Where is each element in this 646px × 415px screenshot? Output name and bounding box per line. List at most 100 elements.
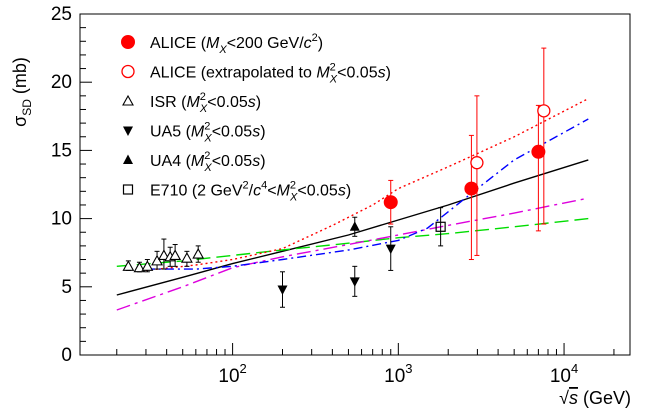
legend-label-part: ) bbox=[256, 94, 261, 111]
legend-label-part: E710 (2 GeV bbox=[150, 183, 243, 200]
legend-label-part: ) bbox=[346, 183, 351, 200]
legend-marker-e710 bbox=[122, 184, 134, 195]
data-point bbox=[277, 285, 288, 296]
y-tick-label: 20 bbox=[51, 72, 72, 93]
legend-label-part: X bbox=[289, 192, 298, 204]
y-axis-title-sigma: σ bbox=[10, 116, 30, 127]
legend-label-part: < bbox=[267, 183, 276, 200]
legend-label-part: <0.05 bbox=[207, 94, 248, 111]
legend-label-part: M bbox=[191, 124, 205, 141]
legend-label-part: M bbox=[277, 183, 291, 200]
x-tick-exp: 2 bbox=[240, 361, 247, 376]
legend-label-part: s bbox=[248, 94, 256, 111]
legend-label-part: 2 bbox=[243, 180, 249, 192]
y-tick-label: 25 bbox=[51, 4, 72, 25]
curves-layer bbox=[116, 97, 589, 311]
x-tick-exp: 4 bbox=[571, 361, 578, 376]
x-tick-base: 10 bbox=[218, 366, 239, 387]
legend-label-part: s bbox=[338, 183, 346, 200]
legend-label-alice: ALICE (MX<200 GeV/c2) bbox=[150, 32, 323, 56]
legend-marker-isr bbox=[122, 94, 134, 106]
y-tick-label: 10 bbox=[51, 209, 72, 230]
data-point bbox=[435, 221, 446, 232]
data-point bbox=[122, 260, 135, 271]
x-axis-title: √s (GeV) bbox=[559, 388, 631, 408]
legend-entry-isr: ISR (M2 X<0.05s) bbox=[122, 91, 261, 115]
x-axis-title-sqrt: √ bbox=[559, 388, 569, 408]
legend-label-part: 2 bbox=[290, 180, 296, 192]
data-point bbox=[470, 156, 484, 170]
legend-label-part: <0.05 bbox=[297, 183, 338, 200]
legend-label-part: s bbox=[378, 65, 386, 82]
x-tick-label: 103 bbox=[384, 361, 412, 387]
legend: ALICE (MX<200 GeV/c2)ALICE (extrapolated… bbox=[121, 32, 391, 204]
series-alice_extrap bbox=[470, 47, 551, 256]
series-alice bbox=[383, 104, 546, 261]
legend-entry-alice_extrap: ALICE (extrapolated to M2 X<0.05s) bbox=[121, 62, 391, 86]
legend-label-part: X bbox=[203, 133, 212, 145]
data-point bbox=[157, 249, 170, 260]
data-point bbox=[531, 144, 546, 159]
legend-label-part: <200 GeV/ bbox=[227, 35, 305, 52]
legend-label-part: c bbox=[304, 35, 312, 52]
legend-entry-e710: E710 (2 GeV2/c4<M2 X<0.05s) bbox=[122, 180, 351, 204]
legend-label-part: 2 bbox=[330, 62, 336, 74]
curve-green-dashed bbox=[116, 217, 589, 267]
curve-magenta-dashdot bbox=[116, 197, 589, 311]
x-tick-label: 104 bbox=[550, 361, 578, 387]
legend-label-part: c bbox=[253, 183, 261, 200]
data-point bbox=[151, 254, 163, 266]
y-axis-title: σSD (mb) bbox=[10, 57, 34, 127]
legend-label-part: 2 bbox=[204, 150, 210, 162]
curve-blue-dashdot bbox=[145, 118, 589, 270]
x-axis: 102 103 104 bbox=[116, 343, 615, 387]
legend-marker-ua4 bbox=[123, 154, 133, 164]
legend-label-part: X bbox=[218, 44, 227, 56]
legend-label-part: ) bbox=[260, 153, 265, 170]
legend-label-part: M bbox=[206, 35, 220, 52]
legend-label-part: M bbox=[191, 153, 205, 170]
legend-label-e710: E710 (2 GeV2/c4<M2 X<0.05s) bbox=[150, 180, 351, 204]
legend-label-part: <0.05 bbox=[212, 124, 253, 141]
curve-red-dotted bbox=[145, 97, 589, 272]
data-point bbox=[385, 244, 396, 255]
series-isr bbox=[122, 238, 205, 273]
legend-label-part: M bbox=[186, 94, 200, 111]
series-e710 bbox=[435, 207, 446, 247]
y-tick-label: 0 bbox=[61, 345, 72, 366]
data-point bbox=[464, 181, 479, 196]
legend-label-part: s bbox=[252, 153, 260, 170]
legend-label-part: UA4 ( bbox=[150, 153, 192, 170]
points-layer bbox=[122, 47, 551, 308]
legend-label-part: UA5 ( bbox=[150, 124, 192, 141]
y-axis-title-unit: (mb) bbox=[10, 57, 30, 99]
data-point bbox=[141, 260, 154, 271]
x-axis-title-unit: (GeV) bbox=[578, 388, 631, 408]
series-ua4 bbox=[349, 216, 360, 237]
legend-marker-alice_extrap bbox=[121, 64, 135, 79]
x-axis-title-s: s bbox=[569, 388, 578, 408]
legend-entry-ua4: UA4 (M2 X<0.05s) bbox=[123, 150, 266, 174]
legend-label-part: 2 bbox=[312, 32, 318, 44]
series-ua5 bbox=[277, 226, 396, 308]
legend-label-ua5: UA5 (M2 X<0.05s) bbox=[150, 121, 266, 145]
legend-label-part: ALICE (extrapolated to bbox=[150, 65, 316, 82]
data-point bbox=[349, 221, 360, 231]
legend-label-part: ISR ( bbox=[150, 94, 187, 111]
y-tick-label: 15 bbox=[51, 140, 72, 161]
legend-marker-ua5 bbox=[123, 126, 133, 136]
data-point bbox=[180, 252, 193, 263]
legend-label-part: ) bbox=[318, 35, 323, 52]
legend-label-part: ALICE ( bbox=[150, 35, 207, 52]
data-point bbox=[383, 195, 398, 210]
legend-entry-alice: ALICE (MX<200 GeV/c2) bbox=[121, 32, 323, 56]
legend-label-alice_extrap: ALICE (extrapolated to M2 X<0.05s) bbox=[150, 62, 391, 86]
legend-label-isr: ISR (M2 X<0.05s) bbox=[150, 91, 261, 115]
x-tick-exp: 3 bbox=[405, 361, 412, 376]
y-axis: 0 5 10 15 20 25 bbox=[51, 4, 92, 366]
y-axis-title-sub: SD bbox=[20, 99, 34, 116]
legend-label-part: / bbox=[249, 183, 254, 200]
x-tick-base: 10 bbox=[550, 366, 571, 387]
legend-label-part: ) bbox=[260, 124, 265, 141]
